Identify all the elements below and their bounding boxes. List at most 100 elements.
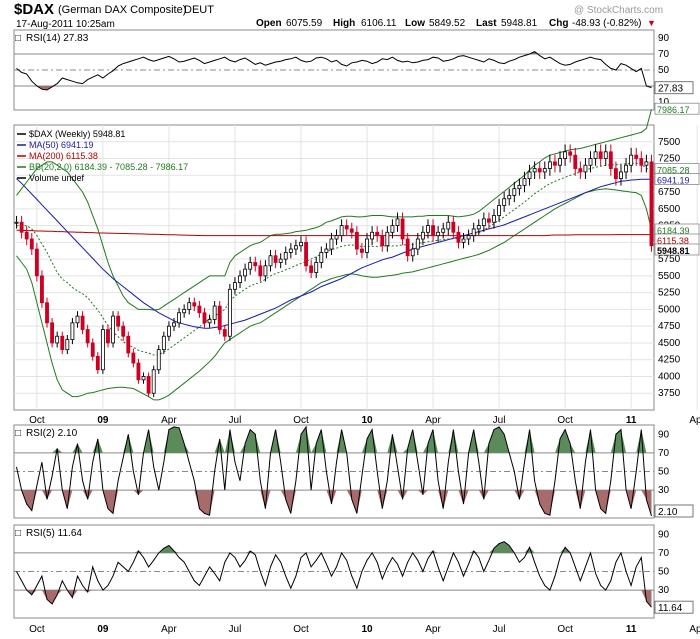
candle-body	[588, 158, 593, 166]
quote-high-value: 6106.11	[361, 18, 397, 29]
price-legend-3: BB(20,2.0) 6184.39 - 7085.28 - 7986.17	[29, 162, 188, 172]
x-tick-3: Jul	[229, 415, 242, 426]
candle-body	[608, 151, 613, 169]
candle-body	[360, 248, 364, 253]
candle-body	[263, 265, 268, 277]
candle-body	[299, 241, 303, 247]
candle-body	[375, 231, 380, 237]
rsi14-tick-90: 90	[658, 33, 670, 44]
candle-body	[329, 238, 334, 250]
price-label-box-2	[654, 173, 700, 185]
candle-body	[324, 248, 329, 253]
candle-body	[192, 302, 197, 307]
rsi14-tick-50: 50	[658, 65, 670, 76]
ma50-line	[16, 178, 652, 329]
x-tick-5: 10	[361, 415, 373, 426]
candle-body	[314, 262, 319, 273]
quote-open-value: 6075.59	[286, 18, 323, 29]
candle-body	[161, 335, 166, 351]
candle-body	[100, 329, 105, 371]
candle-body	[649, 161, 654, 247]
bottom-x-tick-9: 11	[626, 624, 637, 635]
candle-body	[634, 154, 639, 159]
candle-body	[40, 275, 44, 304]
candle-body	[466, 235, 471, 240]
candle-body	[415, 238, 420, 250]
candle-body	[121, 325, 126, 337]
rsi5-last-label: 11.64	[658, 603, 683, 614]
candle-body	[563, 151, 568, 159]
candle-body	[60, 335, 65, 351]
candle-body	[547, 161, 552, 169]
candle-body	[578, 168, 583, 173]
candle-body	[456, 231, 461, 243]
down-arrow-icon: ▼	[647, 18, 656, 28]
candle-body	[598, 151, 603, 159]
rsi2-last-label: 2.10	[658, 507, 678, 518]
candle-body	[573, 154, 578, 169]
price-tick-4500: 4500	[658, 338, 681, 349]
candle-body	[207, 319, 212, 324]
rsi2-tick-50: 50	[658, 467, 670, 478]
candle-body	[527, 171, 532, 180]
candle-body	[19, 221, 24, 233]
price-tick-6500: 6500	[658, 204, 681, 215]
symbol-name: (German DAX Composite)	[58, 4, 187, 16]
candle-body	[50, 322, 55, 344]
candle-body	[187, 302, 192, 310]
candle-body	[400, 218, 405, 240]
candle-body	[309, 265, 314, 273]
candle-body	[431, 225, 435, 237]
symbol-title: $DAX	[14, 1, 55, 18]
price-tick-7500: 7500	[658, 137, 681, 148]
price-legend-0: $DAX (Weekly) 5948.81	[29, 129, 125, 139]
rsi2-tick-30: 30	[658, 485, 670, 496]
candle-body	[273, 255, 278, 263]
rsi14-last-label: 27.83	[658, 84, 683, 95]
rsi14-tick-70: 70	[658, 49, 670, 60]
price-label-1: 7085.28	[657, 166, 690, 176]
price-legend-4: Volume undef	[29, 173, 85, 183]
candle-body	[385, 231, 390, 247]
candle-body	[70, 322, 75, 340]
price-label-2: 6941.19	[657, 176, 690, 186]
candle-body	[106, 329, 110, 344]
candle-body	[380, 235, 385, 247]
bb-lower-line	[16, 188, 652, 401]
bottom-x-tick-0: Oct	[29, 624, 45, 635]
candle-body	[426, 225, 430, 233]
candle-body	[512, 188, 517, 196]
candle-body	[283, 252, 288, 260]
quote-chg-label: Chg	[549, 18, 569, 29]
candle-body	[542, 168, 547, 173]
candle-body	[131, 352, 136, 364]
x-tick-7: Jul	[493, 415, 506, 426]
price-label-3: 6184.39	[657, 226, 690, 236]
x-tick-8: Oct	[557, 415, 573, 426]
candle-body	[593, 151, 598, 159]
price-tick-5500: 5500	[658, 271, 681, 282]
candle-body	[151, 369, 156, 394]
quote-chg-value: -48.93 (-0.82%)	[572, 18, 642, 29]
rsi2-legend: RSI(2) 2.10	[26, 428, 78, 439]
price-tick-5250: 5250	[658, 288, 681, 299]
candle-body	[583, 164, 588, 173]
candle-body	[65, 339, 70, 351]
candle-body	[288, 248, 293, 253]
candle-body	[471, 228, 476, 237]
bottom-x-tick-6: Apr	[425, 624, 441, 635]
candle-body	[568, 151, 573, 156]
price-tick-5750: 5750	[658, 254, 681, 265]
rsi14-line	[16, 51, 652, 91]
rsi14-legend-icon: □	[15, 33, 21, 44]
candle-body	[238, 275, 242, 283]
candle-body	[486, 218, 491, 223]
candle-body	[492, 215, 496, 223]
price-label-4: 6115.38	[657, 236, 689, 246]
bottom-x-tick-8: Oct	[557, 624, 573, 635]
candle-body	[390, 225, 395, 233]
candle-body	[410, 248, 415, 257]
quote-datetime: 17-Aug-2011 10:25am	[16, 19, 115, 30]
rsi2-legend-icon: □	[15, 428, 21, 439]
